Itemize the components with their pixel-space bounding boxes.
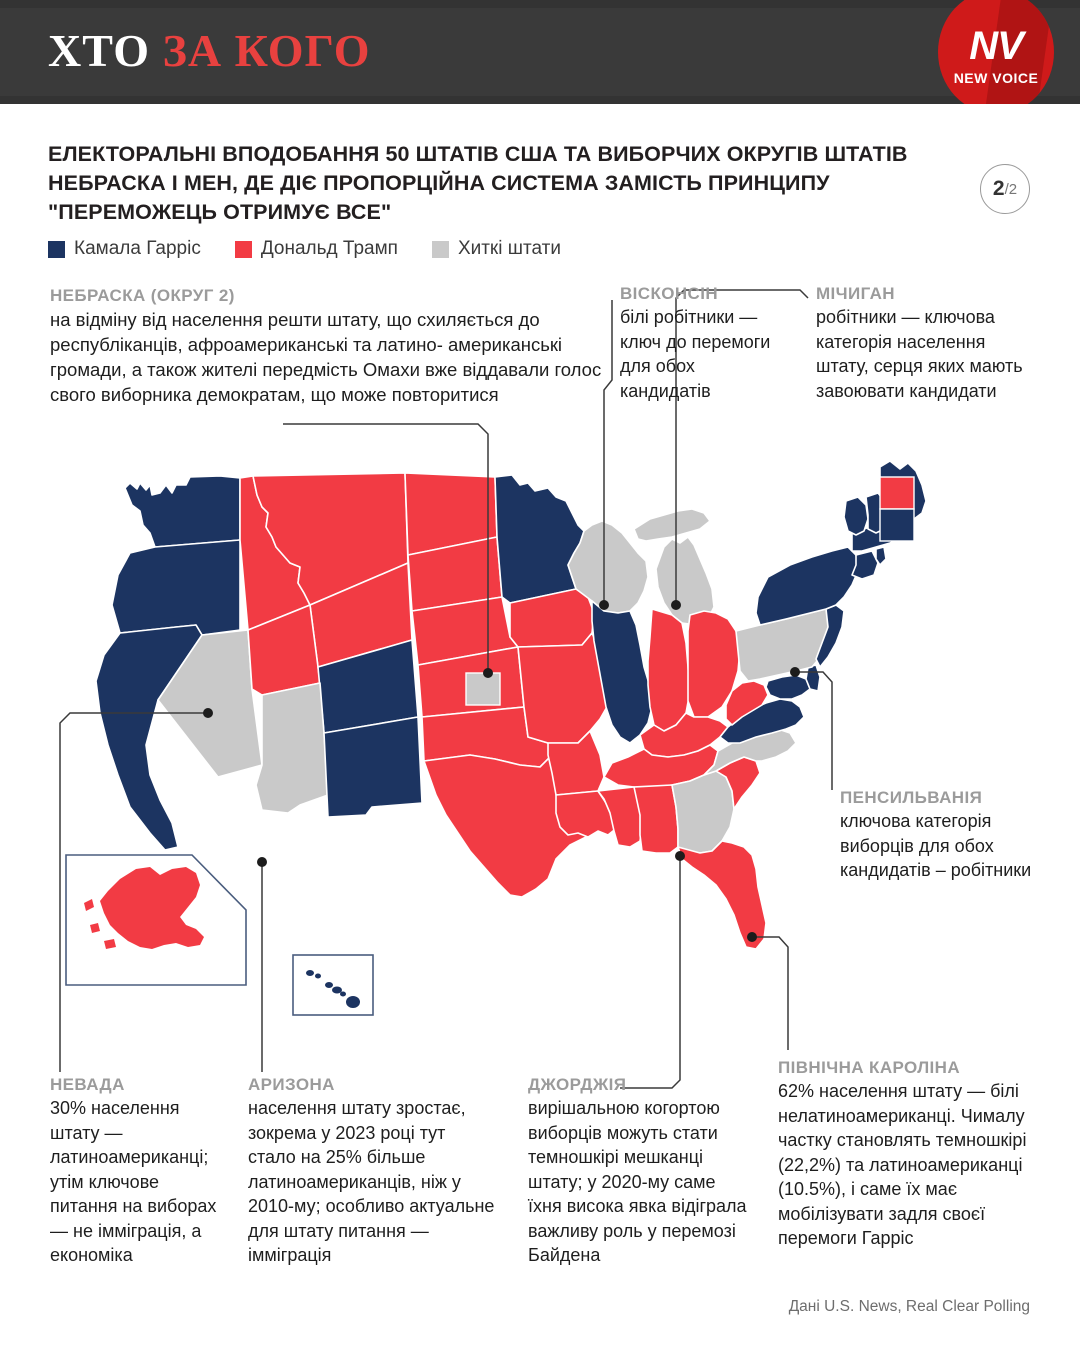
nv-logo-main: NV [969,24,1024,68]
district-marker-maine-1[interactable] [879,476,915,510]
annotation-nevada: НЕВАДА 30% населення штату — латиноамери… [50,1075,225,1268]
us-electoral-map [65,460,927,1016]
annotation-wisconsin-title: ВІСКОНСІН [620,284,719,303]
state-WA[interactable] [124,475,241,548]
hawaii-inset-frame [292,954,374,1016]
state-IL[interactable] [591,600,653,744]
nv-logo-subtitle: NEW VOICE [953,70,1039,86]
legend-item-harris[interactable]: Камала Гарріс [48,238,201,260]
state-AZ[interactable] [255,682,329,814]
annotation-wisconsin: ВІСКОНСІН білі робітники — ключ до перем… [620,284,780,403]
annotation-wisconsin-body: білі робітники — ключ до перемоги для об… [620,307,771,401]
annotation-pennsylvania-body: ключова категорія виборців для обох канд… [840,811,1032,880]
header-bar: ХТО ЗА КОГО NV NEW VOICE [0,0,1080,104]
legend-swatch-harris [48,240,65,258]
legend-swatch-swing [431,240,449,258]
page-counter-total: 2 [1008,180,1018,198]
annotation-michigan: МІЧИГАН робітники — ключова категорія на… [816,284,1041,403]
state-FL[interactable] [677,840,767,950]
header-inner-band [0,8,1080,96]
annotation-arizona-title: АРИЗОНА [248,1075,335,1094]
state-VT[interactable] [843,496,869,536]
nv-logo[interactable]: NV NEW VOICE [938,0,1054,104]
page-title-plain: ХТО [48,25,151,76]
district-marker-nebraska-2[interactable] [465,672,501,706]
legend-swatch-trump [234,240,252,258]
annotation-georgia-body: вирішальною когортою виборців можуть ста… [528,1098,747,1265]
annotation-north-carolina-title: ПІВНІЧНА КАРОЛІНА [778,1058,961,1077]
annotation-north-carolina: ПІВНІЧНА КАРОЛІНА 62% населення штату — … [778,1058,1048,1251]
state-CT[interactable] [851,550,879,580]
subtitle: ЕЛЕКТОРАЛЬНІ ВПОДОБАННЯ 50 ШТАТІВ США ТА… [48,142,908,224]
state-RI[interactable] [875,546,887,566]
district-marker-maine-2[interactable] [879,508,915,542]
annotation-georgia: ДЖОРДЖІЯ вирішальною когортою виборців м… [528,1075,748,1268]
annotation-michigan-body: робітники — ключова категорія населення … [816,307,1023,401]
annotation-nebraska-title: НЕБРАСКА (ОКРУГ 2) [50,286,235,305]
state-HI[interactable] [306,970,360,1008]
page-counter-badge: 2/2 [980,164,1030,214]
state-TX[interactable] [423,754,595,898]
state-MN[interactable] [494,474,585,604]
page-title: ХТО ЗА КОГО [48,24,370,77]
state-NJ[interactable] [815,604,845,668]
annotation-arizona-body: населення штату зростає, зокрема у 2023 … [248,1098,495,1265]
annotation-arizona: АРИЗОНА населення штату зростає, зокрема… [248,1075,498,1268]
state-NM[interactable] [323,716,423,818]
legend: Камала Гарріс Дональд Трамп Хиткі штати [48,238,595,260]
hawaii-inset [292,954,374,1016]
state-AR[interactable] [547,730,605,796]
annotation-north-carolina-body: 62% населення штату — білі нелатиноамери… [778,1081,1027,1248]
state-AL[interactable] [633,784,679,854]
legend-item-swing[interactable]: Хиткі штати [431,238,561,260]
legend-label-trump: Дональд Трамп [260,238,398,259]
state-OR[interactable] [111,539,241,636]
page-counter-current: 2 [992,177,1005,200]
state-WV[interactable] [725,680,769,726]
legend-item-trump[interactable]: Дональд Трамп [234,238,398,260]
page-counter-separator: / [1004,180,1009,198]
state-MD[interactable] [765,674,811,700]
annotation-pennsylvania: ПЕНСИЛЬВАНІЯ ключова категорія виборців … [840,788,1055,883]
legend-label-swing: Хиткі штати [457,238,561,259]
annotation-nebraska-body: на відміну від населення решти штату, що… [50,309,602,405]
state-IN[interactable] [647,608,691,732]
annotation-pennsylvania-title: ПЕНСИЛЬВАНІЯ [840,788,983,807]
annotation-georgia-title: ДЖОРДЖІЯ [528,1075,627,1094]
annotation-nevada-title: НЕВАДА [50,1075,125,1094]
alaska-inset [65,854,247,986]
state-OH[interactable] [687,610,741,718]
source-credit: Дані U.S. News, Real Clear Polling [788,1298,1030,1315]
state-MI2[interactable] [633,508,711,542]
page-title-accent: ЗА КОГО [162,25,371,76]
annotation-nevada-body: 30% населення штату — латиноамериканці; … [50,1098,217,1265]
annotation-michigan-title: МІЧИГАН [816,284,895,303]
legend-label-harris: Камала Гарріс [74,238,201,259]
annotation-nebraska: НЕБРАСКА (ОКРУГ 2) на відміну від населе… [50,286,610,407]
state-GA[interactable] [671,770,735,854]
